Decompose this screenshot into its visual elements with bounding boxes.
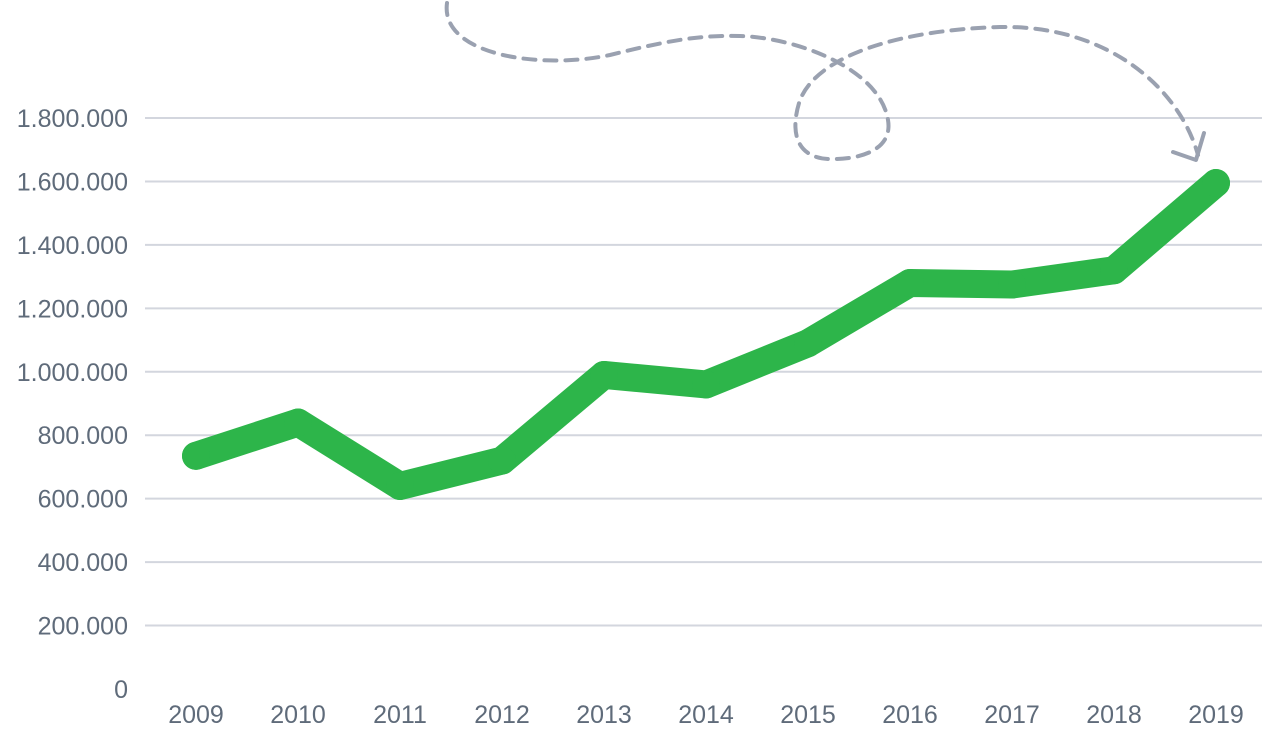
x-tick-label: 2013: [576, 701, 632, 729]
y-tick-label: 400.000: [38, 549, 128, 577]
data-series: [182, 169, 1230, 500]
data-point: [794, 329, 822, 358]
y-tick-label: 1.600.000: [17, 168, 128, 196]
y-tick-label: 1.400.000: [17, 232, 128, 260]
y-tick-label: 1.000.000: [17, 359, 128, 387]
y-tick-label: 200.000: [38, 613, 128, 641]
y-tick-label: 600.000: [38, 486, 128, 514]
series-line: [182, 169, 1230, 500]
data-point: [692, 370, 720, 399]
x-tick-label: 2011: [373, 701, 427, 729]
y-tick-label: 800.000: [38, 422, 128, 450]
data-point: [488, 446, 516, 475]
data-point: [1100, 256, 1128, 285]
x-tick-label: 2018: [1086, 701, 1142, 729]
y-tick-label: 1.200.000: [17, 295, 128, 323]
arrowhead-icon: [1171, 131, 1206, 162]
data-point: [386, 471, 414, 500]
data-point: [998, 270, 1026, 299]
data-point: [182, 441, 210, 470]
x-tick-label: 2015: [780, 701, 836, 729]
x-tick-label: 2017: [984, 701, 1040, 729]
x-tick-label: 2010: [270, 701, 326, 729]
x-tick-label: 2014: [678, 701, 734, 729]
x-tick-label: 2016: [882, 701, 938, 729]
data-point: [590, 360, 618, 389]
annotation-arrow: [444, 1, 1206, 162]
data-point: [1202, 169, 1230, 198]
dashed-curly-arrow-path: [444, 1, 1200, 162]
y-tick-label: 0: [114, 676, 128, 704]
x-tick-label: 2012: [474, 701, 530, 729]
data-point: [896, 268, 924, 297]
y-tick-label: 1.800.000: [17, 105, 128, 133]
x-axis: 2009 2010 2011 2012 2013 2014 2015 2016 2017 2018…: [168, 701, 1244, 729]
x-tick-label: 2019: [1188, 701, 1244, 729]
y-axis: 0 200.000 400.000 600.000 800.000 1.000.000 1.…: [17, 105, 128, 704]
x-tick-label: 2009: [168, 701, 224, 729]
data-point: [284, 408, 312, 437]
